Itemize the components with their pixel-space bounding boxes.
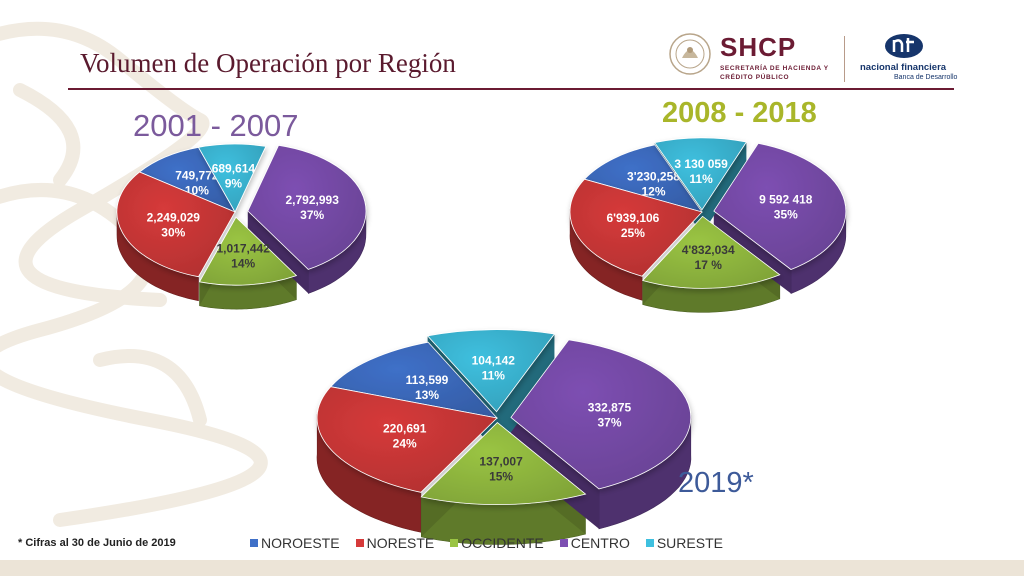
- data-label-centro: 9 592 418: [759, 193, 813, 207]
- pie-slice-noroeste: [138, 146, 236, 213]
- percent-label-centro: 37%: [300, 208, 324, 222]
- legend-item-sureste: SURESTE: [645, 535, 723, 551]
- legend-swatch-sureste: [645, 539, 654, 547]
- pie-slice-centro: [510, 339, 692, 490]
- chart-legend: NOROESTE NORESTE OCCIDENTE CENTRO SUREST…: [250, 535, 723, 551]
- pie-cut-sureste: [701, 142, 747, 234]
- percent-label-sureste: 11%: [482, 369, 506, 383]
- legend-swatch-centro: [559, 539, 568, 547]
- data-label-centro: 2,792,993: [286, 193, 340, 207]
- legend-label-centro: CENTRO: [570, 535, 630, 551]
- pie-slice-noreste: [569, 178, 703, 277]
- pie-slice-noroeste: [329, 341, 499, 419]
- data-label-centro: 332,875: [588, 400, 632, 414]
- percent-label-occidente: 17 %: [695, 258, 723, 272]
- legend-label-sureste: SURESTE: [656, 535, 723, 551]
- pie-chart-2001-2007: 749,77210%2,249,02930%1,017,44214%2,792,…: [116, 143, 367, 310]
- percent-label-noroeste: 13%: [415, 388, 439, 402]
- legend-swatch-noreste: [355, 539, 364, 547]
- percent-label-noreste: 25%: [621, 226, 645, 240]
- pie-slice-sureste: [426, 329, 556, 413]
- footnote: * Cifras al 30 de Junio de 2019: [18, 537, 176, 549]
- legend-label-occidente: OCCIDENTE: [461, 535, 544, 551]
- chart-title-2001-2007: 2001 - 2007: [133, 108, 298, 143]
- legend-item-noroeste: NOROESTE: [250, 535, 340, 551]
- page-title: Volumen de Operación por Región: [80, 48, 456, 78]
- data-label-occidente: 1,017,442: [217, 241, 271, 255]
- title-divider: [68, 88, 954, 90]
- pie-slice-occidente: [641, 215, 781, 289]
- nafin-logo-subtitle: Banca de Desarrollo: [894, 74, 958, 81]
- legend-item-centro: CENTRO: [559, 535, 630, 551]
- pie-cut-sureste: [496, 333, 555, 452]
- percent-label-centro: 37%: [597, 415, 621, 429]
- shcp-logo-subtitle: SECRETARÍA DE HACIENDA Y CRÉDITO PÚBLICO: [720, 65, 829, 81]
- legend-label-noroeste: NOROESTE: [261, 535, 340, 551]
- legend-item-noreste: NORESTE: [355, 535, 435, 551]
- data-label-occidente: 137,007: [479, 455, 523, 469]
- data-label-sureste: 3 130 059: [674, 157, 728, 171]
- data-label-noroeste: 749,772: [175, 169, 219, 183]
- bottom-band: [0, 560, 1024, 576]
- percent-label-occidente: 14%: [231, 256, 255, 270]
- legend-swatch-noroeste: [250, 539, 258, 547]
- header-logos: SHCP SECRETARÍA DE HACIENDA Y CRÉDITO PÚ…: [668, 28, 968, 88]
- pie-slice-noroeste: [583, 144, 703, 213]
- pie-slice-occidente: [420, 422, 587, 505]
- nafin-logo-text: nacional financiera: [860, 62, 947, 73]
- percent-label-noreste: 30%: [161, 226, 185, 240]
- data-label-noroeste: 3'230,258: [627, 170, 680, 184]
- pie-slice-noreste: [116, 171, 236, 278]
- data-label-sureste: 689,614: [212, 162, 256, 176]
- data-label-noreste: 220,691: [383, 421, 427, 435]
- data-label-noreste: 2,249,029: [147, 211, 201, 225]
- chart-title-2019: 2019*: [678, 467, 754, 499]
- data-label-occidente: 4'832,034: [682, 243, 735, 257]
- pie-slice-centro: [713, 142, 847, 270]
- percent-label-noroeste: 12%: [641, 185, 665, 199]
- shcp-logo-text: SHCP: [720, 32, 797, 62]
- pie-slice-occidente: [198, 216, 298, 286]
- percent-label-sureste: 11%: [689, 172, 713, 186]
- percent-label-noreste: 24%: [393, 436, 417, 450]
- data-label-noroeste: 113,599: [406, 373, 449, 387]
- logo-divider: [844, 36, 845, 82]
- percent-label-occidente: 15%: [489, 470, 513, 484]
- pie-slice-noreste: [316, 386, 498, 493]
- pie-slice-sureste: [197, 143, 267, 213]
- percent-label-centro: 35%: [774, 208, 798, 222]
- legend-swatch-occidente: [450, 539, 459, 547]
- data-label-sureste: 104,142: [472, 354, 516, 368]
- pie-slice-sureste: [654, 137, 748, 211]
- nafin-logo-icon: [885, 34, 923, 58]
- data-label-noreste: 6'939,106: [606, 211, 659, 225]
- pie-slice-centro: [247, 144, 367, 270]
- legend-label-noreste: NORESTE: [366, 535, 435, 551]
- percent-label-sureste: 9%: [225, 177, 243, 191]
- chart-title-2008-2018: 2008 - 2018: [662, 97, 817, 129]
- national-seal-icon: [669, 33, 711, 75]
- legend-item-occidente: OCCIDENTE: [450, 535, 544, 551]
